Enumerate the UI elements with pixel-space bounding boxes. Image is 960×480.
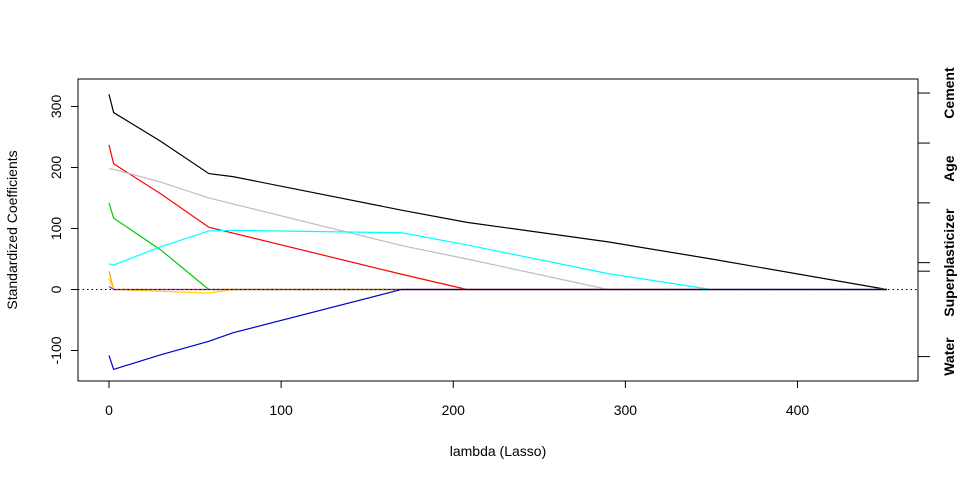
x-tick-label: 100	[269, 402, 293, 418]
x-tick-label: 0	[105, 402, 113, 418]
variable-label-cement: Cement	[941, 67, 957, 119]
y-axis: -100 0 100 200 300	[48, 95, 79, 365]
series-line-5	[108, 229, 888, 291]
series-layer	[108, 94, 888, 371]
variable-label-superplasticizer: Superplasticizer	[941, 208, 957, 317]
x-tick-label: 200	[442, 402, 466, 418]
series-line-2	[108, 144, 888, 291]
series-line-1	[108, 94, 888, 291]
variable-label-age: Age	[941, 155, 957, 182]
series-line-7	[108, 278, 888, 294]
y-tick-label: 200	[48, 156, 64, 180]
x-axis-label: lambda (Lasso)	[450, 443, 547, 459]
series-line-4	[108, 202, 888, 291]
variable-label-water: Water	[941, 337, 957, 376]
y-axis-label: Standardized Coefficients	[4, 150, 20, 309]
y-tick-label: 100	[48, 217, 64, 241]
y-tick-label: 0	[48, 285, 64, 293]
plot-area-border	[77, 78, 919, 382]
series-line-6	[108, 271, 888, 291]
y-tick-label: 300	[48, 95, 64, 119]
right-axis: Cement Age Superplasticizer Water	[917, 67, 957, 376]
series-line-9	[108, 288, 888, 371]
series-line-3	[108, 168, 888, 291]
x-tick-label: 400	[786, 402, 810, 418]
x-axis: 0 100 200 300 400	[105, 380, 810, 418]
y-tick-label: -100	[48, 336, 64, 364]
x-tick-label: 300	[614, 402, 638, 418]
